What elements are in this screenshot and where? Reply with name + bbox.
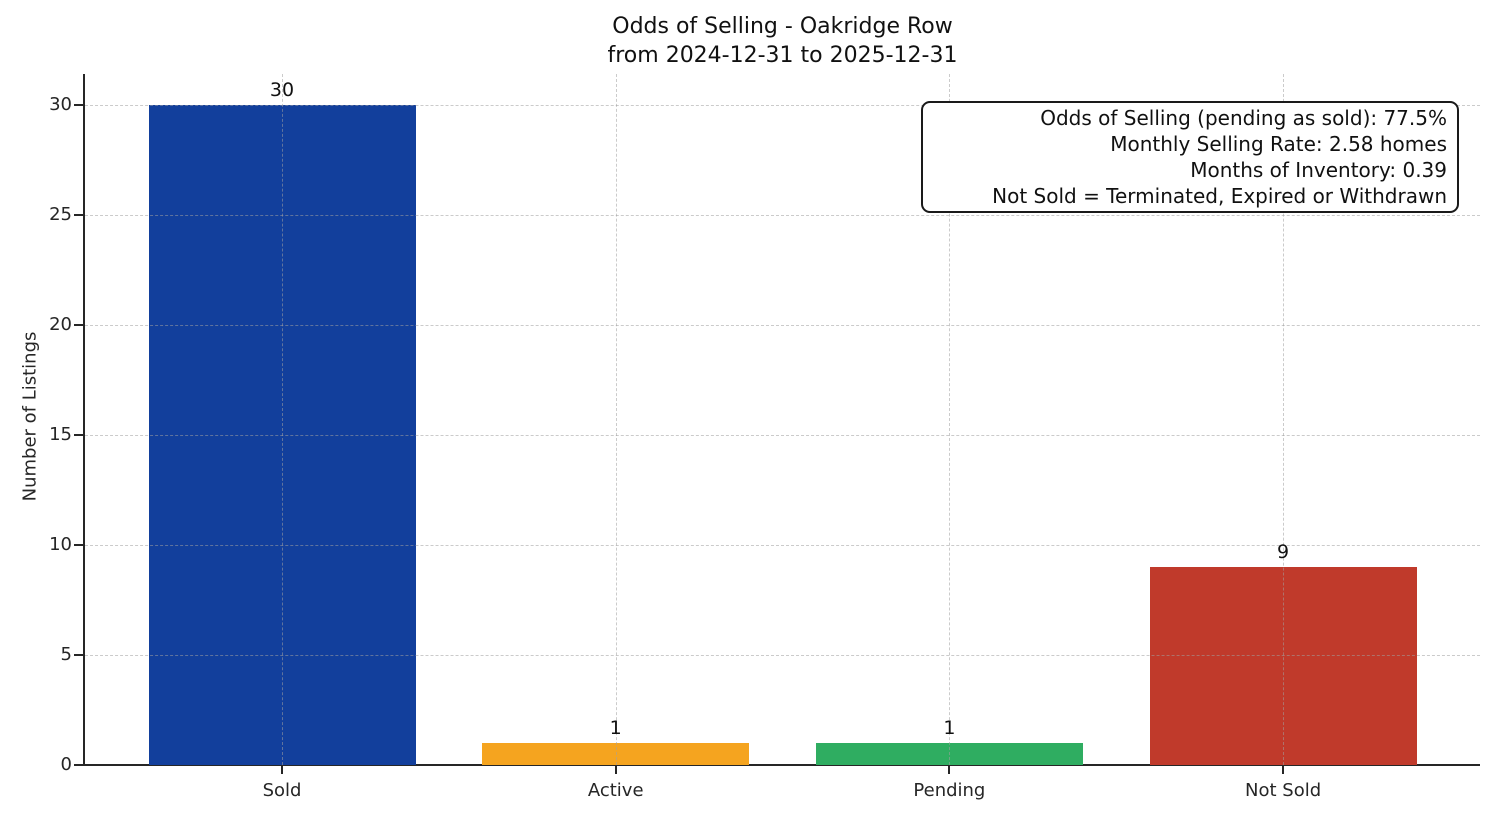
y-tick-mark [74, 104, 83, 106]
annotation-not-sold-definition: Not Sold = Terminated, Expired or Withdr… [992, 184, 1447, 208]
y-tick-label: 5 [60, 644, 72, 665]
x-tick-label-sold: Sold [262, 780, 302, 801]
bar-value-label-not-sold: 9 [1277, 541, 1290, 563]
x-tick-mark [614, 766, 617, 774]
x-tick-label-active: Active [587, 780, 644, 801]
y-tick-label: 10 [49, 534, 72, 555]
x-tick-label-not-sold: Not Sold [1245, 780, 1322, 801]
x-tick-mark [1282, 766, 1285, 774]
grid-line-vertical [615, 74, 617, 765]
grid-line-vertical [282, 74, 283, 765]
annotation-box: Odds of Selling (pending as sold): 77.5%… [921, 101, 1459, 213]
bar-value-label-active: 1 [609, 717, 622, 739]
x-axis-spine [83, 764, 1480, 766]
grid-line-vertical [949, 74, 951, 765]
grid-line-horizontal [85, 655, 1480, 656]
grid-line-horizontal [85, 105, 1480, 106]
grid-line-vertical [1283, 74, 1285, 765]
grid-line-horizontal [85, 325, 1480, 326]
x-tick-mark [948, 766, 951, 774]
annotation-monthly-selling-rate: Monthly Selling Rate: 2.58 homes [1110, 132, 1447, 156]
grid-line-horizontal [85, 215, 1480, 216]
annotation-odds-of-selling: Odds of Selling (pending as sold): 77.5% [1040, 106, 1447, 130]
y-tick-mark [74, 654, 83, 656]
y-tick-mark [74, 544, 83, 546]
y-tick-mark [74, 324, 83, 326]
y-axis-spine [83, 74, 85, 766]
chart-title-line2: from 2024-12-31 to 2025-12-31 [607, 43, 958, 68]
y-tick-mark [74, 434, 83, 436]
y-tick-label: 30 [49, 94, 72, 115]
grid-line-horizontal [85, 435, 1480, 436]
annotation-months-of-inventory: Months of Inventory: 0.39 [1190, 158, 1447, 182]
bar-value-label-sold: 30 [269, 79, 295, 101]
x-tick-mark [281, 766, 283, 774]
chart-title: Odds of Selling - Oakridge Row from 2024… [85, 12, 1480, 70]
chart-title-line1: Odds of Selling - Oakridge Row [612, 14, 953, 39]
y-tick-label: 25 [49, 204, 72, 225]
x-tick-label-pending: Pending [913, 780, 986, 801]
grid-line-horizontal [85, 545, 1480, 546]
y-tick-mark [74, 214, 83, 216]
y-tick-mark [74, 764, 83, 766]
y-tick-label: 20 [49, 314, 72, 335]
y-tick-label: 15 [49, 424, 72, 445]
y-tick-label: 0 [60, 754, 72, 775]
bar-value-label-pending: 1 [943, 717, 956, 739]
